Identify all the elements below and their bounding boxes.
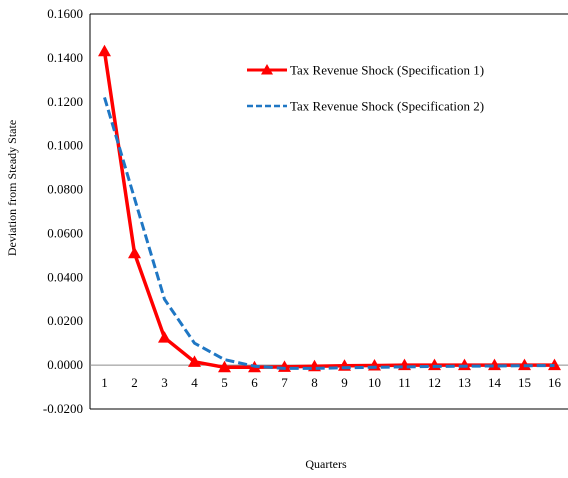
data-point — [548, 358, 561, 371]
legend-marker — [261, 64, 273, 75]
y-tick-label: 0.1400 — [47, 50, 83, 65]
x-tick-label: 13 — [458, 375, 471, 390]
data-point — [98, 44, 111, 57]
legend: Tax Revenue Shock (Specification 1) Tax R… — [247, 63, 484, 114]
y-tick-label: 0.1200 — [47, 94, 83, 109]
series-line-2 — [103, 96, 555, 370]
x-tick-label: 3 — [161, 375, 168, 390]
y-axis-label: Deviation from Steady State — [5, 120, 19, 256]
x-tick-label: 2 — [131, 375, 138, 390]
data-point — [188, 355, 201, 367]
x-tick-label: 7 — [281, 375, 288, 390]
x-axis-ticks: 1 2 3 4 5 6 7 8 9 10 11 12 13 14 15 16 — [101, 375, 561, 390]
legend-label-2: Tax Revenue Shock (Specification 2) — [290, 99, 484, 114]
x-tick-label: 10 — [368, 375, 381, 390]
x-tick-label: 15 — [518, 375, 531, 390]
x-tick-label: 14 — [488, 375, 502, 390]
y-tick-label: 0.1600 — [47, 6, 83, 21]
y-tick-label: 0.1000 — [47, 138, 83, 153]
y-tick-label: 0.0800 — [47, 182, 83, 197]
x-axis-label: Quarters — [305, 457, 347, 471]
x-tick-label: 8 — [311, 375, 318, 390]
data-point — [128, 246, 141, 259]
x-tick-label: 4 — [191, 375, 198, 390]
x-tick-label: 5 — [221, 375, 228, 390]
data-point — [158, 331, 171, 343]
x-tick-label: 1 — [101, 375, 108, 390]
y-tick-label: 0.0400 — [47, 269, 83, 284]
x-tick-label: 16 — [548, 375, 562, 390]
y-axis-ticks: -0.0200 0.0000 0.0200 0.0400 0.0600 0.0800 0.1… — [43, 6, 83, 416]
x-tick-label: 9 — [341, 375, 348, 390]
data-point — [218, 360, 231, 373]
y-tick-label: 0.0600 — [47, 225, 83, 240]
plot-area — [89, 13, 568, 410]
x-tick-label: 12 — [428, 375, 441, 390]
legend-label-1: Tax Revenue Shock (Specification 1) — [290, 63, 484, 78]
y-tick-label: 0.0200 — [47, 313, 83, 328]
x-tick-label: 6 — [251, 375, 258, 390]
y-tick-label: -0.0200 — [43, 401, 83, 416]
x-tick-label: 11 — [398, 375, 411, 390]
y-tick-label: 0.0000 — [47, 357, 83, 372]
